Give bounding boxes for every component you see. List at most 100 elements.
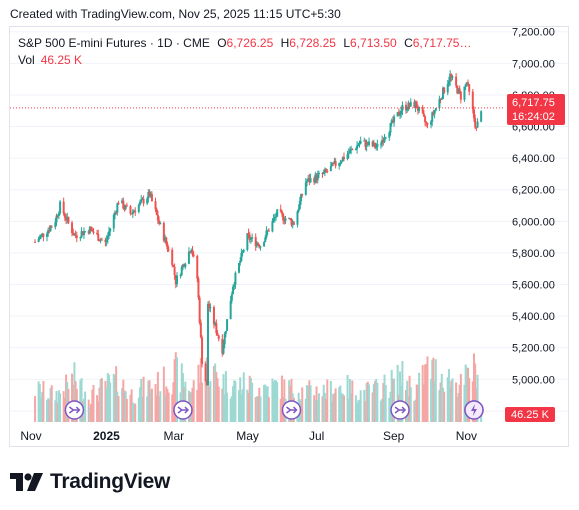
candle-body	[159, 222, 162, 224]
volume-bar	[371, 392, 374, 422]
candle-body	[365, 141, 368, 147]
close-key: C	[404, 36, 413, 50]
volume-bar	[156, 372, 159, 422]
volume-bar	[34, 396, 37, 422]
candle-body	[258, 244, 261, 248]
volume-bar	[223, 394, 226, 422]
candle-body	[216, 333, 219, 336]
volume-bar	[123, 390, 126, 422]
volume-bar	[115, 366, 118, 422]
volume-bar	[214, 363, 217, 422]
volume-bar	[432, 357, 435, 422]
candle-body	[221, 338, 224, 354]
candle-body	[172, 265, 175, 267]
candle-body	[129, 206, 132, 214]
candle-body	[459, 91, 462, 100]
dividend-event-icon[interactable]	[173, 400, 193, 420]
candle-body	[59, 201, 62, 214]
volume-bar	[59, 393, 62, 422]
volume-bar	[457, 393, 460, 422]
volume-bar	[334, 388, 337, 422]
candle-body	[259, 246, 262, 248]
dividend-event-icon[interactable]	[390, 400, 410, 420]
candle-body	[263, 242, 266, 247]
chart-frame[interactable]	[9, 26, 569, 447]
candle-body	[391, 120, 394, 123]
volume-bar	[174, 352, 177, 422]
candle-body	[274, 216, 277, 218]
candle-body	[173, 266, 176, 276]
volume-bar	[323, 392, 326, 422]
dividend-event-icon[interactable]	[281, 400, 302, 420]
candle-body	[240, 252, 243, 261]
chart-caption: Created with TradingView.com, Nov 25, 20…	[10, 7, 341, 21]
volume-bar	[463, 384, 466, 422]
candle-body	[255, 243, 258, 247]
volume-bar	[347, 398, 350, 422]
candle-body	[222, 344, 225, 354]
candle-body	[383, 138, 386, 142]
candle-body	[249, 238, 252, 240]
candle-body	[214, 323, 217, 325]
volume-bar	[422, 384, 425, 422]
volume-bar	[108, 374, 110, 422]
candle-body	[217, 335, 220, 339]
candle-body	[184, 263, 187, 267]
dividend-event-icon[interactable]	[64, 400, 85, 420]
candle-body	[125, 205, 128, 207]
volume-bar	[116, 391, 119, 422]
candle-body	[358, 143, 361, 146]
candle-body	[242, 249, 245, 252]
volume-badge-label: 46.25 K	[511, 409, 550, 421]
volume-bar	[401, 360, 404, 422]
candle-body	[284, 218, 287, 221]
volume-bar	[372, 384, 375, 422]
tradingview-logo[interactable]: TradingView	[10, 470, 170, 494]
candle-body	[99, 239, 102, 241]
candle-body	[458, 88, 461, 92]
candle-body	[241, 251, 244, 253]
candle-body	[115, 212, 118, 214]
candle-body	[73, 234, 76, 236]
candle-body	[329, 165, 332, 172]
volume-bar	[124, 391, 127, 422]
volume-bar	[148, 380, 151, 422]
candle-body	[109, 228, 112, 232]
candle-body	[347, 153, 350, 155]
candle-body	[421, 107, 424, 114]
volume-bar	[365, 383, 368, 422]
candle-body	[162, 222, 165, 241]
volume-bar	[208, 386, 211, 422]
candle-body	[248, 235, 251, 240]
volume-bar	[309, 385, 312, 422]
volume-bar	[257, 396, 260, 422]
volume-bar	[263, 385, 266, 422]
candle-body	[283, 220, 286, 222]
candle-body	[272, 218, 275, 222]
volume-bar	[363, 389, 366, 422]
volume-bar	[357, 400, 360, 422]
candle-body	[467, 82, 470, 85]
candle-body	[165, 237, 168, 244]
lightning-event-icon[interactable]	[464, 400, 484, 420]
candle-body	[142, 198, 145, 204]
volume-bar	[379, 400, 382, 422]
candle-body	[382, 139, 385, 142]
candle-body	[414, 101, 417, 108]
candle-body	[223, 333, 226, 345]
volume-bar	[139, 387, 142, 422]
candle-body	[75, 235, 78, 238]
candle-body	[363, 140, 366, 142]
candle-body	[108, 231, 110, 236]
candle-body	[301, 194, 304, 196]
volume-bar	[279, 398, 282, 422]
volume-bar	[50, 385, 53, 422]
volume-bar	[232, 386, 235, 422]
candle-body	[282, 213, 285, 221]
candle-body	[290, 219, 293, 225]
volume-bar	[375, 378, 378, 422]
candle-body	[56, 215, 59, 217]
candle-body	[430, 121, 433, 125]
tradingview-logo-text: TradingView	[50, 470, 171, 493]
